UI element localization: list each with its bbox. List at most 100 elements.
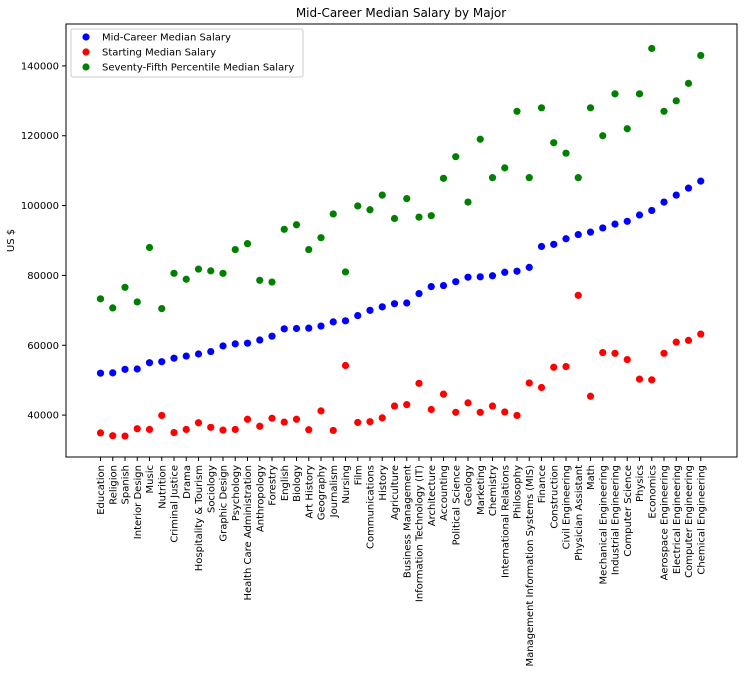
data-point — [219, 269, 227, 277]
x-tick-label: Civil Engineering — [562, 465, 573, 549]
x-tick-label: Political Science — [451, 465, 462, 545]
x-tick-label: Nursing — [341, 465, 352, 504]
legend-label: Mid-Career Median Salary — [102, 33, 231, 44]
data-point — [145, 359, 154, 367]
x-tick-label: Nutrition — [157, 465, 168, 509]
chart-title: Mid-Career Median Salary by Major — [296, 6, 506, 20]
x-tick-label: Finance — [537, 465, 548, 503]
data-point — [231, 425, 239, 434]
data-point — [476, 408, 484, 416]
data-point — [96, 295, 105, 303]
x-tick-label: International Relations — [500, 465, 511, 578]
data-point — [268, 414, 276, 422]
data-point — [243, 240, 252, 248]
x-tick-label: Music — [145, 465, 156, 493]
series-3 — [96, 44, 705, 313]
data-point — [341, 317, 350, 325]
data-point — [158, 358, 166, 366]
x-tick-label: Electrical Engineering — [672, 465, 683, 574]
data-point — [219, 426, 227, 434]
data-point — [170, 354, 178, 362]
legend-label: Starting Median Salary — [102, 48, 216, 59]
data-point — [403, 401, 411, 409]
data-point — [280, 325, 288, 333]
data-point — [427, 212, 435, 220]
x-tick-label: Math — [586, 465, 597, 490]
data-point — [586, 104, 595, 112]
data-point — [525, 379, 533, 387]
data-point — [488, 272, 497, 280]
x-tick-label: Education — [96, 465, 107, 515]
legend-marker — [82, 48, 90, 56]
data-point — [182, 275, 190, 283]
x-tick-label: Physics — [635, 465, 646, 502]
data-point — [513, 107, 521, 115]
data-point — [96, 429, 105, 437]
x-tick-label: Computer Engineering — [684, 465, 695, 578]
x-tick-label: Communications — [366, 465, 377, 549]
data-point — [623, 125, 631, 133]
data-point — [550, 139, 558, 147]
data-point — [329, 426, 337, 435]
data-point — [439, 174, 448, 182]
data-point — [280, 418, 288, 426]
data-point — [109, 432, 117, 440]
x-tick-label: Physician Assistant — [574, 465, 585, 561]
data-point — [635, 375, 644, 383]
data-point — [280, 225, 288, 233]
x-axis: Education Religion Spanish Interior Design M… — [96, 457, 707, 667]
data-point — [390, 214, 399, 223]
x-tick-label: Accounting — [439, 465, 450, 521]
y-tick-label: 140000 — [21, 61, 59, 72]
data-point — [194, 265, 203, 273]
data-point — [697, 330, 705, 338]
x-tick-label: Mechanical Engineering — [598, 465, 609, 584]
data-point — [207, 423, 215, 431]
data-point — [537, 383, 546, 392]
x-tick-label: Biology — [292, 465, 303, 502]
data-point — [439, 390, 448, 398]
data-point — [194, 350, 203, 358]
data-point — [158, 411, 166, 420]
x-tick-label: Architecture — [427, 465, 438, 526]
data-point — [96, 369, 105, 377]
data-point — [476, 135, 484, 143]
data-point — [317, 322, 325, 330]
data-point — [219, 342, 227, 350]
x-tick-label: Construction — [549, 465, 560, 529]
data-point — [415, 213, 423, 221]
x-tick-label: Film — [353, 465, 364, 485]
data-point — [378, 303, 386, 311]
data-point — [623, 217, 631, 225]
data-point — [292, 415, 301, 423]
data-point — [574, 291, 582, 299]
x-tick-label: Art History — [304, 465, 315, 519]
data-point — [243, 339, 252, 347]
data-point — [623, 355, 631, 364]
data-point — [182, 352, 190, 360]
data-point — [697, 51, 705, 60]
x-tick-label: Journalism — [329, 465, 340, 518]
data-point — [525, 174, 533, 182]
x-tick-label: Aerospace Engineering — [660, 465, 671, 580]
data-point — [207, 267, 215, 275]
data-point — [586, 392, 595, 400]
y-tick-label: 120000 — [21, 131, 59, 142]
data-point — [672, 97, 680, 105]
data-point — [366, 206, 374, 214]
data-point — [231, 245, 239, 254]
data-point — [611, 349, 619, 357]
y-tick-label: 60000 — [27, 341, 59, 352]
data-point — [501, 408, 509, 416]
data-point — [599, 348, 607, 357]
x-tick-label: Health Care Administration — [243, 465, 254, 601]
data-point — [329, 318, 337, 326]
data-point — [635, 211, 644, 219]
series-1 — [96, 177, 705, 377]
data-point — [329, 210, 337, 218]
data-point — [464, 273, 472, 281]
data-point — [684, 79, 693, 87]
data-point — [415, 379, 423, 387]
data-point — [207, 347, 215, 356]
